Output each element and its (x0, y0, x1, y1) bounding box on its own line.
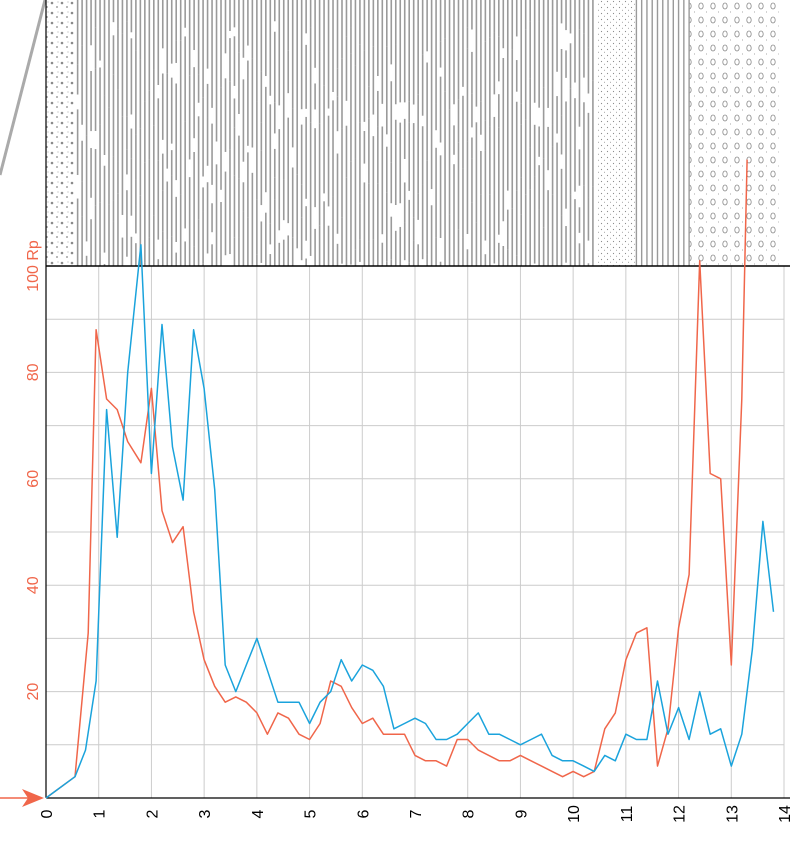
strip-gravel (46, 0, 75, 266)
x-tick-label: 1 (92, 809, 109, 818)
series-line-blue (45, 243, 775, 799)
corner-slash (0, 0, 47, 176)
y-tick-label: 20 (25, 683, 42, 701)
x-tick-label: 11 (619, 806, 636, 823)
x-tick-label: 0 (39, 809, 56, 818)
x-tick-label: 7 (408, 809, 425, 818)
strip-dots (596, 0, 637, 266)
x-tick-label: 14 (777, 805, 794, 823)
x-tick-label: 10 (566, 805, 583, 823)
x-tick-label: 6 (355, 809, 372, 818)
series-lines (45, 159, 775, 799)
y-tick-label: 40 (25, 576, 42, 594)
strip-circles (689, 0, 779, 266)
x-tick-label: 13 (724, 805, 741, 823)
origin-arrow-head (22, 789, 44, 807)
x-tick-label: 2 (144, 809, 161, 818)
x-tick-label: 5 (303, 809, 320, 818)
x-tick-label: 8 (461, 809, 478, 818)
series-line-red (45, 159, 748, 799)
y-tick-labels: 20 40 60 80 100 Rp (25, 240, 42, 700)
y-tick-label: 80 (25, 363, 42, 381)
y-tick-label: 100 Rp (25, 240, 42, 292)
x-tick-label: 3 (197, 809, 214, 818)
strip-lines (76, 0, 690, 266)
x-tick-labels: 0 1 2 3 4 5 6 7 8 9 10 11 12 13 14 (39, 805, 794, 823)
lithology-column (0, 0, 779, 266)
y-tick-label: 60 (25, 470, 42, 488)
x-tick-label: 9 (513, 809, 530, 818)
x-tick-label: 12 (672, 805, 689, 823)
x-tick-label: 4 (250, 809, 267, 818)
axes (0, 0, 790, 807)
